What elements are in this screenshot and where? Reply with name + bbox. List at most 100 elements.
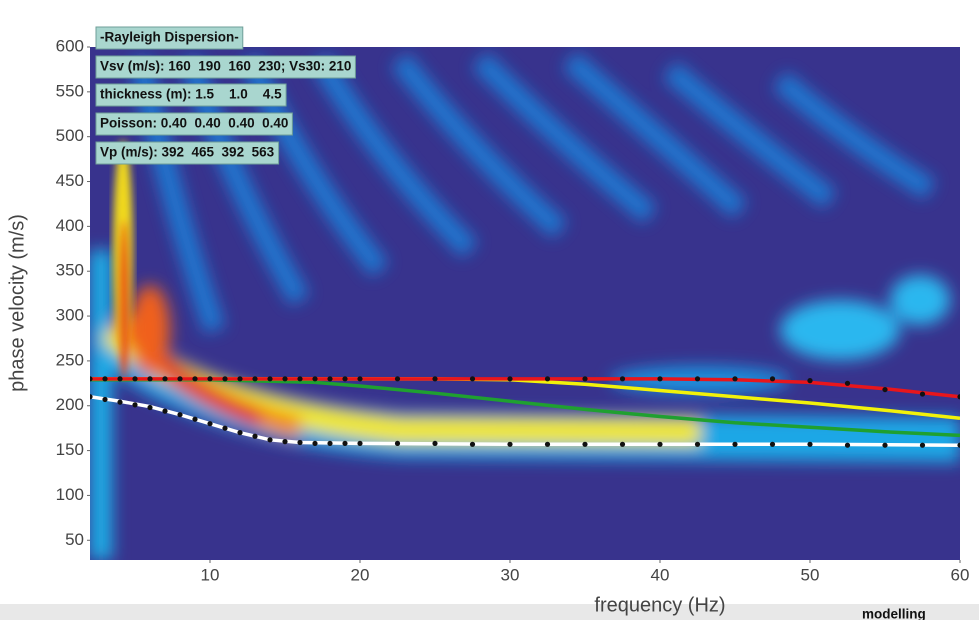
data-dot xyxy=(282,376,288,382)
annotation-text: Vsv (m/s): 160 190 160 230; Vs30: 210 xyxy=(100,59,351,74)
footer-text: modelling xyxy=(862,607,926,620)
data-dot xyxy=(297,439,303,446)
data-dot xyxy=(192,376,198,382)
data-dot xyxy=(207,376,213,382)
data-dot xyxy=(394,440,401,447)
y-tick-label: 350 xyxy=(56,261,84,280)
data-dot xyxy=(222,376,228,382)
data-dot xyxy=(957,442,960,448)
annotation-text: Poisson: 0.40 0.40 0.40 0.40 xyxy=(100,116,288,131)
data-dot xyxy=(732,376,738,382)
data-dot xyxy=(507,441,513,447)
plot-series xyxy=(90,376,960,448)
data-dot xyxy=(147,404,153,411)
data-dot xyxy=(957,394,960,400)
data-dot xyxy=(90,394,93,400)
data-dot xyxy=(102,376,108,382)
data-dot xyxy=(207,421,213,427)
energy-spike xyxy=(113,140,133,380)
data-dot xyxy=(177,412,183,418)
data-dot xyxy=(394,376,401,382)
data-dot xyxy=(807,378,813,384)
data-dot xyxy=(102,396,108,403)
series-line xyxy=(90,377,960,438)
data-dot xyxy=(312,376,318,382)
data-dot xyxy=(327,440,333,447)
data-dot xyxy=(582,376,588,382)
annotation-background xyxy=(95,26,244,50)
annotation-box: Poisson: 0.40 0.40 0.40 0.40 xyxy=(95,112,293,136)
footer-bar xyxy=(0,604,979,620)
y-tick-label: 100 xyxy=(56,485,84,504)
data-dot xyxy=(919,391,926,397)
data-dot xyxy=(237,376,243,382)
data-dot xyxy=(432,376,438,382)
data-dot xyxy=(469,376,476,382)
y-tick-label: 600 xyxy=(56,36,84,55)
annotation-box: -Rayleigh Dispersion- xyxy=(95,26,244,50)
data-dot xyxy=(919,442,926,448)
annotation-box: thickness (m): 1.5 1.0 4.5 xyxy=(95,83,287,107)
data-dot xyxy=(357,440,363,447)
data-dot xyxy=(327,376,333,382)
data-dot xyxy=(297,376,303,382)
annotation-background xyxy=(95,112,293,136)
data-dot xyxy=(162,408,168,414)
data-dot xyxy=(117,399,123,405)
data-dot xyxy=(147,376,153,382)
y-tick-label: 250 xyxy=(56,350,84,369)
data-dot xyxy=(507,376,513,382)
annotation-text: -Rayleigh Dispersion- xyxy=(100,30,239,45)
data-dot xyxy=(769,376,776,382)
y-tick-label: 200 xyxy=(56,395,84,414)
data-dot xyxy=(282,439,288,445)
data-dot xyxy=(807,441,813,447)
annotation-text: Vp (m/s): 392 465 392 563 xyxy=(100,145,275,160)
annotation-background xyxy=(95,141,280,165)
x-tick-label: 20 xyxy=(351,565,370,584)
data-dot xyxy=(117,376,123,382)
data-dot xyxy=(882,386,888,393)
data-dot xyxy=(769,441,776,447)
data-dot xyxy=(844,380,851,386)
data-dot xyxy=(222,425,228,431)
y-tick-label: 550 xyxy=(56,81,84,100)
data-dot xyxy=(267,376,273,382)
data-dot xyxy=(432,440,438,447)
data-dot xyxy=(619,441,626,447)
x-tick-label: 30 xyxy=(501,565,520,584)
y-tick-label: 500 xyxy=(56,126,84,145)
annotation-background xyxy=(95,55,356,79)
data-dot xyxy=(357,376,363,382)
data-dot xyxy=(237,430,243,436)
data-dot xyxy=(544,376,551,382)
data-dot xyxy=(312,440,318,447)
data-dot xyxy=(844,442,851,448)
data-dot xyxy=(90,376,93,382)
data-dot xyxy=(252,433,258,439)
energy-blobs xyxy=(90,250,960,560)
data-dot xyxy=(544,441,551,447)
data-dot xyxy=(619,376,626,382)
y-tick-label: 400 xyxy=(56,216,84,235)
data-dot xyxy=(177,376,183,382)
y-tick-label: 150 xyxy=(56,440,84,459)
y-tick-label: 300 xyxy=(56,306,84,325)
data-dot xyxy=(694,441,701,447)
x-tick-label: 60 xyxy=(951,565,970,584)
x-tick-label: 40 xyxy=(651,565,670,584)
data-dot xyxy=(252,376,258,382)
data-dot xyxy=(657,441,663,447)
annotation-box: Vp (m/s): 392 465 392 563 xyxy=(95,141,280,165)
data-dot xyxy=(192,416,198,422)
data-dot xyxy=(342,376,348,382)
annotation-box: Vsv (m/s): 160 190 160 230; Vs30: 210 xyxy=(95,55,356,79)
data-dot xyxy=(657,376,663,382)
x-axis-label: frequency (Hz) xyxy=(594,594,725,616)
y-axis-label: phase velocity (m/s) xyxy=(6,214,28,392)
data-dot xyxy=(342,440,348,447)
data-dot xyxy=(267,437,273,443)
data-dot xyxy=(162,376,168,382)
data-dot xyxy=(132,402,138,408)
